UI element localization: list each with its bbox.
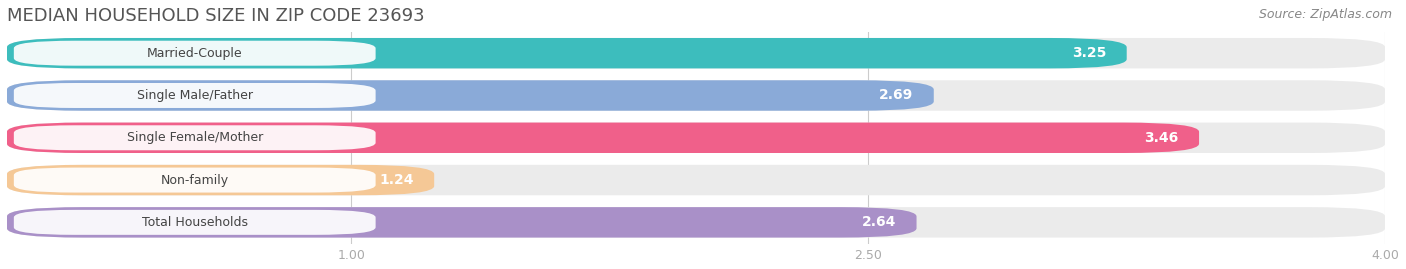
Text: 3.25: 3.25 xyxy=(1071,46,1107,60)
Text: 2.64: 2.64 xyxy=(862,215,896,229)
Text: 3.46: 3.46 xyxy=(1144,131,1178,145)
FancyBboxPatch shape xyxy=(7,38,1126,68)
FancyBboxPatch shape xyxy=(14,168,375,193)
FancyBboxPatch shape xyxy=(7,207,917,238)
FancyBboxPatch shape xyxy=(7,80,1385,111)
Text: Total Households: Total Households xyxy=(142,216,247,229)
FancyBboxPatch shape xyxy=(14,210,375,235)
FancyBboxPatch shape xyxy=(7,165,434,195)
FancyBboxPatch shape xyxy=(7,38,1385,68)
Text: 1.24: 1.24 xyxy=(380,173,413,187)
Text: Single Male/Father: Single Male/Father xyxy=(136,89,253,102)
Text: Non-family: Non-family xyxy=(160,174,229,187)
Text: Single Female/Mother: Single Female/Mother xyxy=(127,131,263,144)
FancyBboxPatch shape xyxy=(7,165,1385,195)
FancyBboxPatch shape xyxy=(7,80,934,111)
Text: Source: ZipAtlas.com: Source: ZipAtlas.com xyxy=(1258,8,1392,21)
FancyBboxPatch shape xyxy=(14,83,375,108)
Text: MEDIAN HOUSEHOLD SIZE IN ZIP CODE 23693: MEDIAN HOUSEHOLD SIZE IN ZIP CODE 23693 xyxy=(7,7,425,25)
Text: Married-Couple: Married-Couple xyxy=(146,47,242,60)
FancyBboxPatch shape xyxy=(7,123,1199,153)
FancyBboxPatch shape xyxy=(7,123,1385,153)
FancyBboxPatch shape xyxy=(7,207,1385,238)
FancyBboxPatch shape xyxy=(14,41,375,66)
Text: 2.69: 2.69 xyxy=(879,89,912,102)
FancyBboxPatch shape xyxy=(14,125,375,150)
